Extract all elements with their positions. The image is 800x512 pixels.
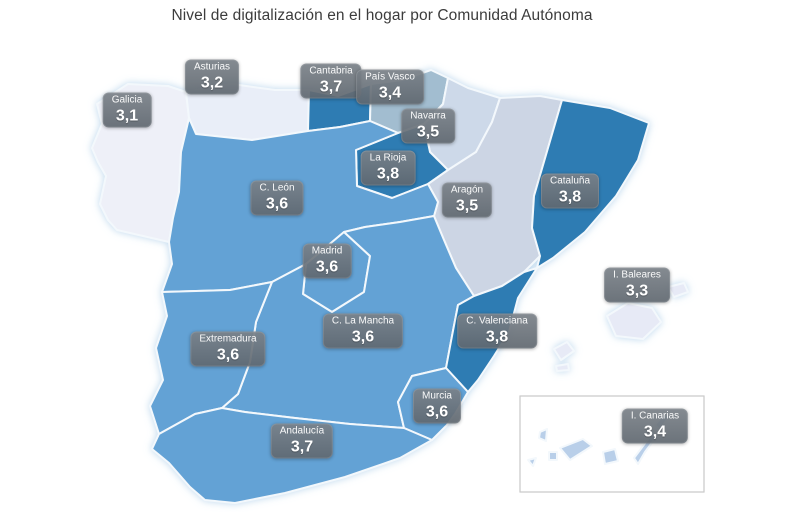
region-label-name: C. Valenciana — [466, 315, 528, 327]
region-label-value: 3,7 — [319, 77, 343, 95]
region-label-name: I. Baleares — [613, 269, 661, 281]
region-label-extremadura: Extremadura 3,6 — [190, 331, 266, 367]
region-label-name: País Vasco — [365, 71, 415, 83]
island-formentera — [555, 363, 570, 372]
balearic-islands — [553, 282, 689, 372]
region-label-canarias: I. Canarias 3,4 — [621, 408, 689, 444]
region-label-value: 3,7 — [290, 437, 314, 455]
region-label-name: Murcia — [421, 390, 453, 402]
region-label-value: 3,6 — [315, 257, 339, 275]
region-label-c-la-mancha: C. La Mancha 3,6 — [322, 313, 404, 349]
region-label-value: 3,4 — [643, 422, 667, 440]
island-mallorca — [606, 302, 662, 340]
region-label-value: 3,4 — [378, 83, 402, 101]
region-label-name: Aragón — [450, 184, 484, 196]
region-label-name: La Rioja — [369, 152, 407, 164]
region-label-name: Galicia — [111, 94, 143, 106]
region-label-c-leon: C. León 3,6 — [250, 180, 304, 216]
region-label-name: Asturias — [193, 61, 231, 73]
region-label-la-rioja: La Rioja 3,8 — [360, 150, 416, 186]
region-label-name: C. León — [259, 182, 295, 194]
region-label-name: Madrid — [311, 245, 343, 257]
island-menorca — [667, 282, 689, 298]
region-label-pais-vasco: País Vasco 3,4 — [356, 69, 424, 105]
region-label-value: 3,8 — [485, 327, 509, 345]
region-label-navarra: Navarra 3,5 — [401, 108, 455, 144]
chart-title: Nivel de digitalización en el hogar por … — [171, 7, 593, 24]
region-label-value: 3,3 — [625, 281, 649, 299]
region-label-baleares: I. Baleares 3,3 — [604, 267, 670, 303]
region-label-value: 3,8 — [376, 164, 400, 182]
island-el-hierro — [527, 457, 537, 467]
island-la-palma — [538, 428, 548, 442]
region-label-murcia: Murcia 3,6 — [412, 388, 462, 424]
region-label-name: I. Canarias — [630, 410, 680, 422]
region-label-name: Cataluña — [549, 175, 591, 187]
region-label-name: Andalucía — [279, 425, 325, 437]
region-label-value: 3,6 — [351, 327, 375, 345]
region-label-galicia: Galicia 3,1 — [102, 92, 152, 128]
island-ibiza — [553, 341, 575, 361]
region-label-value: 3,5 — [455, 196, 479, 214]
region-label-value: 3,6 — [216, 345, 240, 363]
region-label-name: Navarra — [410, 110, 446, 122]
region-label-value: 3,5 — [416, 122, 440, 140]
region-label-name: Extremadura — [199, 333, 257, 345]
region-label-cantabria: Cantabria 3,7 — [300, 63, 362, 99]
region-label-value: 3,6 — [425, 402, 449, 420]
region-label-value: 3,6 — [265, 194, 289, 212]
region-label-asturias: Asturias 3,2 — [184, 59, 240, 95]
region-label-madrid: Madrid 3,6 — [302, 243, 352, 279]
region-label-name: Cantabria — [309, 65, 353, 77]
region-label-value: 3,2 — [200, 73, 224, 91]
region-label-value: 3,8 — [558, 187, 582, 205]
island-tenerife — [559, 438, 593, 461]
region-label-value: 3,1 — [115, 106, 139, 124]
region-label-andalucia: Andalucía 3,7 — [270, 423, 334, 459]
region-label-name: C. La Mancha — [331, 315, 395, 327]
island-la-gomera — [548, 451, 558, 461]
region-label-cataluna: Cataluña 3,8 — [540, 173, 600, 209]
region-label-c-valenciana: C. Valenciana 3,8 — [457, 313, 537, 349]
island-gran-canaria — [602, 448, 619, 465]
region-label-aragon: Aragón 3,5 — [441, 182, 493, 218]
